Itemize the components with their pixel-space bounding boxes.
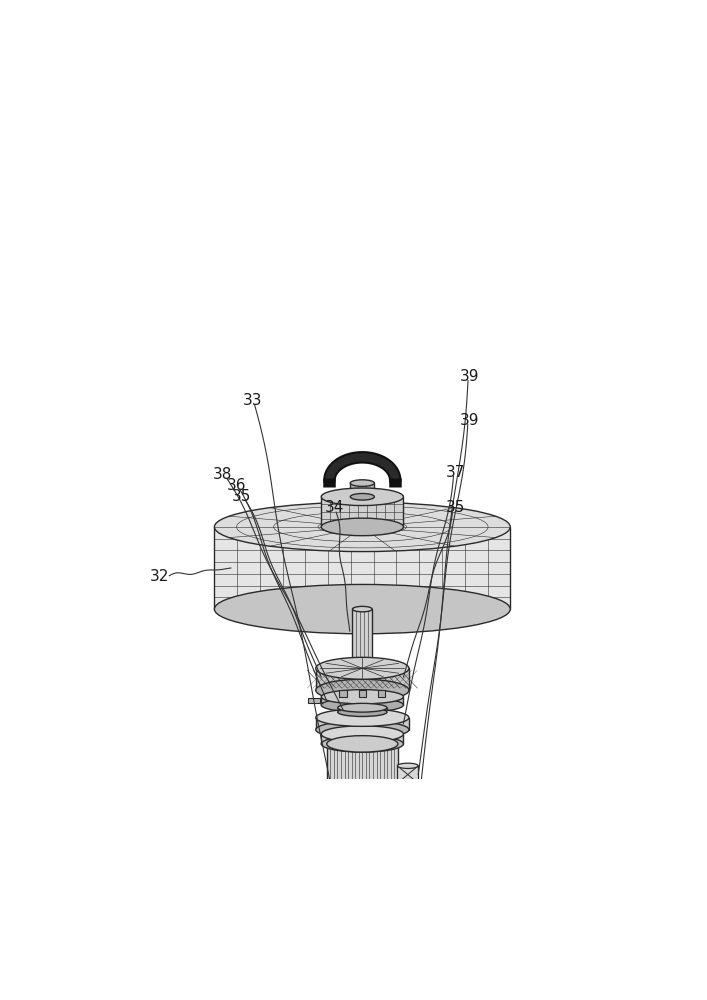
Ellipse shape	[338, 708, 387, 716]
Bar	[397, 829, 419, 846]
Ellipse shape	[324, 844, 401, 860]
Ellipse shape	[353, 661, 372, 667]
Bar	[350, 483, 375, 497]
Ellipse shape	[321, 736, 404, 752]
Text: 39: 39	[460, 413, 479, 428]
Ellipse shape	[397, 763, 419, 768]
Bar	[321, 697, 404, 705]
Ellipse shape	[327, 832, 398, 848]
Ellipse shape	[350, 493, 375, 500]
Text: 33: 33	[243, 393, 262, 408]
Ellipse shape	[353, 606, 372, 612]
Bar	[353, 609, 372, 664]
Ellipse shape	[397, 826, 419, 831]
Text: 37: 37	[446, 465, 465, 480]
Ellipse shape	[321, 726, 404, 742]
Ellipse shape	[321, 488, 404, 506]
Ellipse shape	[338, 703, 387, 712]
Ellipse shape	[327, 736, 398, 752]
Bar	[214, 527, 510, 609]
Bar	[308, 698, 320, 703]
Ellipse shape	[350, 480, 375, 486]
Bar	[321, 734, 404, 744]
Bar	[358, 690, 366, 697]
Bar	[378, 690, 385, 697]
Bar	[338, 708, 387, 712]
Ellipse shape	[316, 721, 409, 738]
Text: 38: 38	[213, 467, 233, 482]
Text: 39: 39	[460, 369, 479, 384]
Text: 35: 35	[446, 500, 465, 515]
Text: 35: 35	[232, 489, 252, 504]
Ellipse shape	[214, 584, 510, 634]
Bar	[316, 668, 409, 690]
Bar	[316, 718, 409, 730]
Bar	[324, 840, 401, 852]
Bar	[321, 497, 404, 527]
Bar	[397, 799, 419, 816]
Bar	[397, 766, 419, 783]
Bar	[327, 744, 398, 840]
Ellipse shape	[316, 657, 409, 679]
Text: 32: 32	[150, 569, 169, 584]
Ellipse shape	[324, 832, 401, 848]
Ellipse shape	[214, 502, 510, 552]
Ellipse shape	[397, 796, 419, 801]
Ellipse shape	[321, 518, 404, 536]
Text: 36: 36	[226, 478, 246, 493]
Ellipse shape	[316, 709, 409, 726]
Ellipse shape	[316, 679, 409, 701]
Ellipse shape	[321, 690, 404, 704]
Text: 34: 34	[325, 500, 344, 515]
Ellipse shape	[321, 698, 404, 712]
Bar	[339, 690, 347, 697]
